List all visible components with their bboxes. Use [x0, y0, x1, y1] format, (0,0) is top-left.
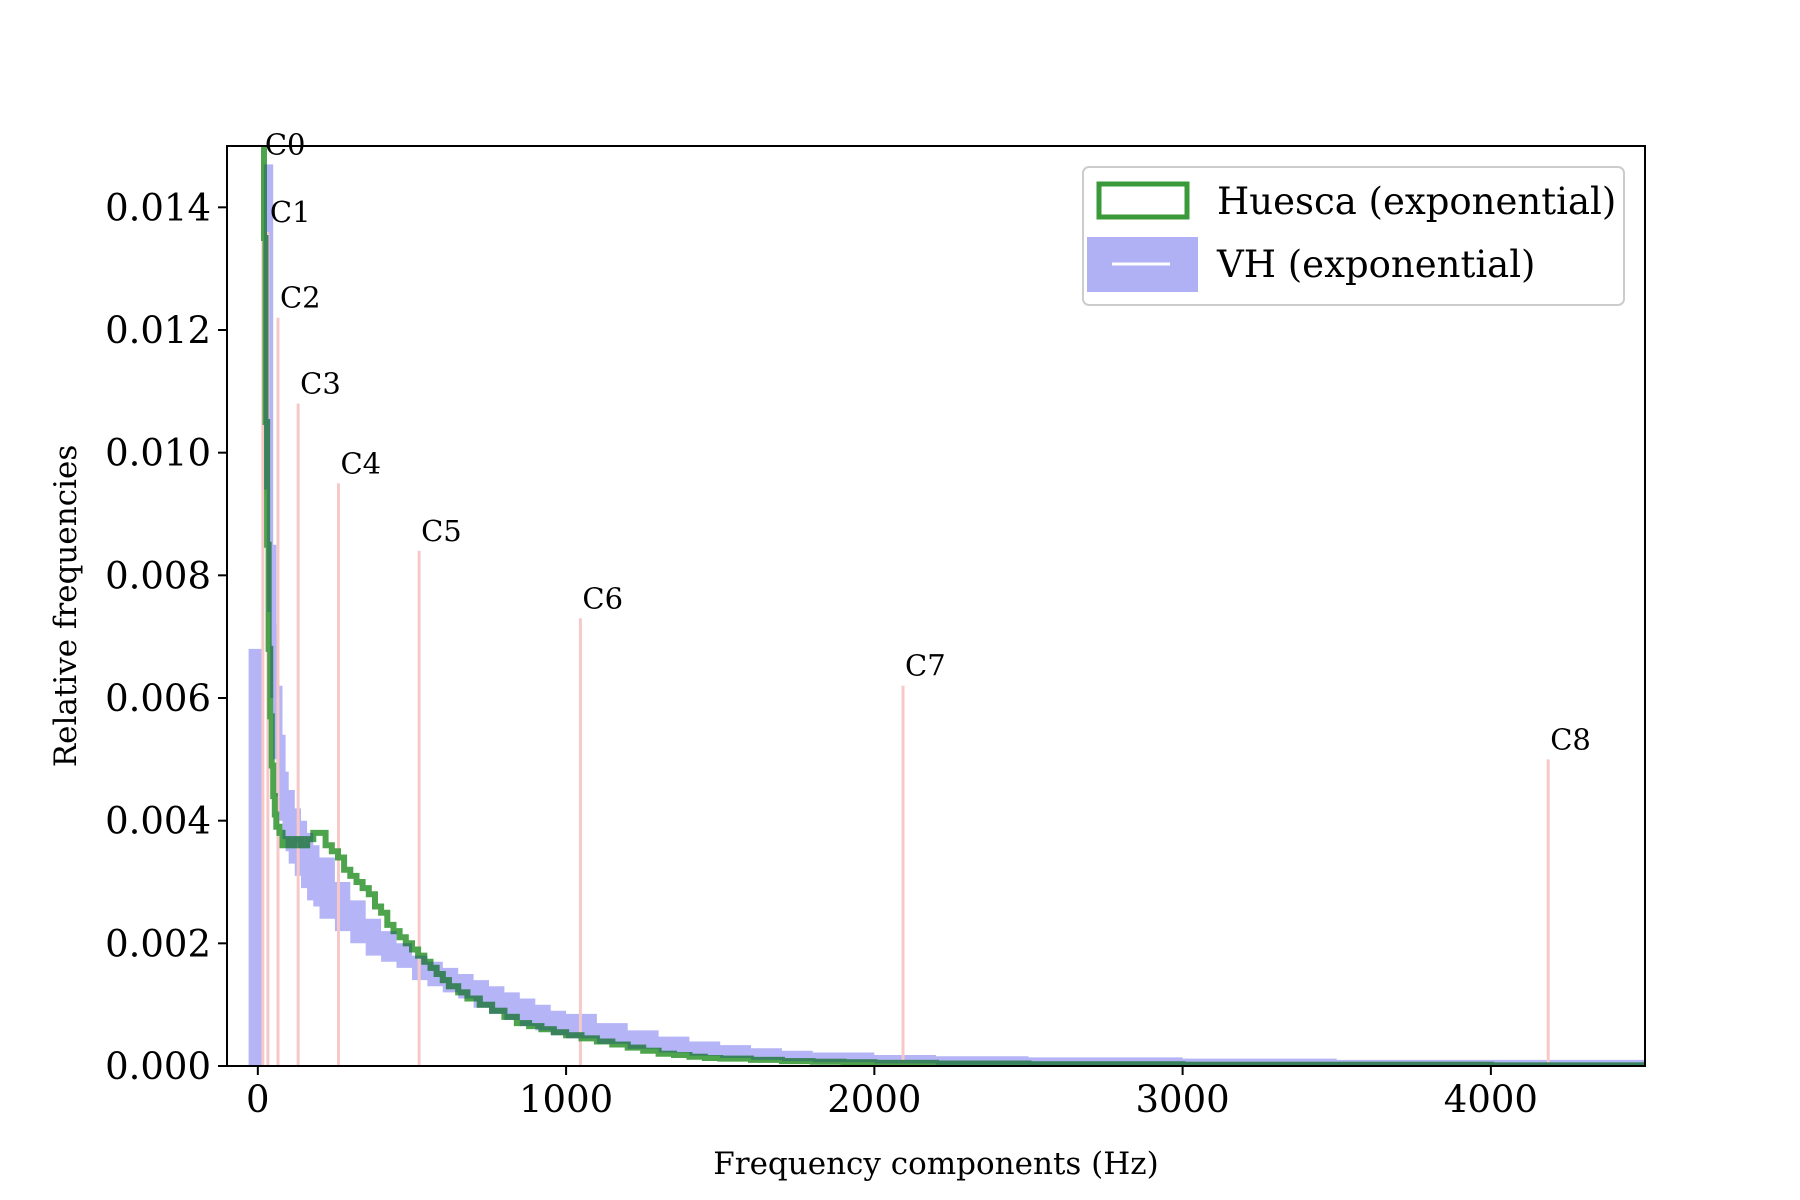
y-tick-label: 0.010: [105, 432, 211, 475]
plot-area: C0 C1 C2 C3 C4 C5 C6 C7 C8: [226, 127, 1646, 1067]
x-tick-label: 1000: [519, 1078, 613, 1121]
x-tick-label: 2000: [827, 1078, 921, 1121]
note-label-c1: C1: [270, 195, 311, 229]
x-tick-label: 0: [246, 1078, 270, 1121]
x-axis-label: Frequency components (Hz): [713, 1146, 1159, 1182]
note-label-c6: C6: [582, 581, 623, 615]
legend-label-vh: VH (exponential): [1216, 243, 1536, 286]
note-label-c2: C2: [280, 281, 321, 315]
legend: Huesca (exponential) VH (exponential): [1082, 166, 1625, 306]
note-label-c0: C0: [265, 127, 306, 161]
note-label-c5: C5: [421, 514, 462, 548]
y-tick-label: 0.014: [105, 186, 211, 229]
note-label-c8: C8: [1550, 722, 1591, 756]
y-tick-label: 0.006: [105, 677, 211, 720]
x-tick-label: 3000: [1136, 1078, 1230, 1121]
legend-label-huesca: Huesca (exponential): [1217, 180, 1616, 223]
axes-frame: [226, 145, 1646, 1067]
legend-swatch-huesca: [1096, 181, 1190, 220]
y-tick-label: 0.004: [105, 800, 211, 843]
note-label-c3: C3: [300, 367, 341, 401]
note-labels-layer: C0 C1 C2 C3 C4 C5 C6 C7 C8: [265, 127, 1591, 756]
y-tick-label: 0.002: [105, 922, 211, 965]
x-axis: 0 1000 2000 3000 4000: [246, 1066, 1538, 1121]
y-axis-label: Relative frequencies: [48, 445, 84, 767]
huesca-line-layer: [261, 146, 1645, 1066]
y-tick-label: 0.008: [105, 554, 211, 597]
x-tick-label: 4000: [1444, 1078, 1538, 1121]
y-tick-label: 0.000: [105, 1045, 211, 1088]
note-label-c7: C7: [905, 649, 946, 683]
note-label-c4: C4: [340, 446, 381, 480]
legend-box: [1082, 166, 1625, 306]
y-tick-label: 0.012: [105, 309, 211, 352]
y-axis: 0.000 0.002 0.004 0.006 0.008 0.010 0.012 0.014: [105, 186, 227, 1088]
